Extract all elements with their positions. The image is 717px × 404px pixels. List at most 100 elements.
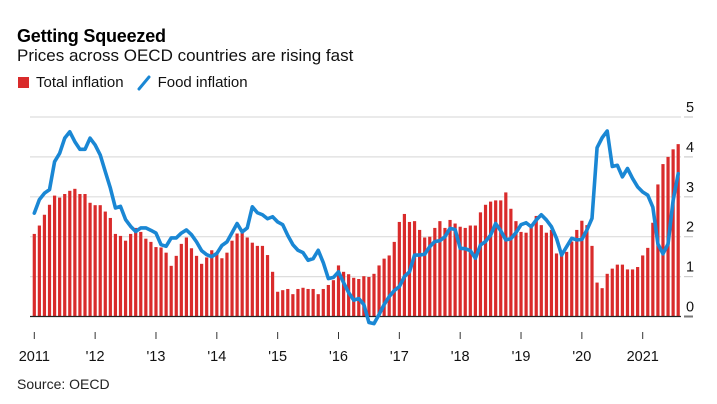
bar-total-inflation [52, 195, 57, 317]
bar-total-inflation [565, 251, 569, 317]
bar-total-inflation [235, 233, 239, 317]
bar-total-inflation [179, 243, 183, 317]
bar-total-inflation [463, 227, 467, 317]
bar-total-inflation [676, 144, 680, 317]
bar-total-inflation [473, 225, 477, 317]
bar-total-inflation [519, 231, 523, 317]
x-tick-label: '17 [390, 349, 409, 365]
bar-total-inflation [387, 255, 391, 317]
bar-total-inflation [240, 232, 244, 317]
bar-total-inflation [220, 258, 224, 317]
bar-total-inflation [458, 226, 462, 317]
legend-label-total: Total inflation [36, 74, 124, 91]
bar-total-inflation [524, 232, 528, 317]
bar-total-inflation [296, 288, 300, 317]
bar-total-inflation [600, 288, 604, 317]
bar-total-inflation [306, 288, 310, 317]
bar-total-inflation [113, 233, 118, 317]
bar-total-inflation [123, 240, 128, 317]
x-axis: 2011 '12 '13 '14 '15 '16 '17 '18 '19 '20 2021 [19, 332, 659, 365]
bar-total-inflation [189, 248, 194, 317]
bar-total-inflation [570, 241, 574, 317]
bar-total-inflation [610, 268, 614, 317]
bar-total-inflation [321, 288, 325, 317]
bar-total-inflation [265, 255, 270, 317]
bar-total-inflation [301, 287, 305, 317]
legend-label-food: Food inflation [157, 74, 248, 91]
bar-total-inflation [200, 263, 204, 317]
bar-total-inflation [539, 225, 543, 317]
bar-total-inflation [549, 229, 554, 317]
bar-total-inflation [103, 211, 107, 317]
bar-total-inflation [433, 227, 437, 317]
legend-item-food-inflation: Food inflation [124, 74, 248, 91]
bar-total-inflation [88, 202, 92, 317]
bar-total-inflation [625, 269, 630, 317]
bar-total-inflation [118, 235, 123, 317]
bar-total-inflation [174, 255, 178, 317]
bar-total-inflation [392, 241, 396, 317]
x-tick-label: '12 [86, 349, 105, 365]
bar-total-inflation [58, 197, 62, 317]
bar-total-inflation [291, 294, 295, 317]
y-tick-label: 0 [686, 300, 694, 316]
bar-total-inflation [341, 271, 346, 317]
bar-total-inflation [514, 221, 518, 317]
line-food-inflation [32, 129, 680, 326]
y-tick-label: 2 [686, 220, 694, 236]
x-tick-label: 2021 [627, 349, 659, 365]
bar-total-inflation [149, 241, 153, 317]
bar-total-inflation [438, 221, 442, 317]
bar-total-inflation [595, 282, 599, 317]
chart-title: Getting Squeezed [17, 26, 166, 46]
bar-total-inflation [646, 247, 650, 317]
bar-total-inflation [154, 247, 158, 317]
bar-total-inflation [620, 264, 625, 317]
bar-total-inflation [184, 237, 188, 317]
bar-total-inflation [215, 252, 219, 317]
bar-total-inflation [139, 231, 143, 317]
bar-total-inflation [534, 215, 538, 317]
bar-total-inflation [651, 222, 655, 317]
bar-total-inflation [73, 188, 77, 317]
bar-total-inflation [93, 205, 97, 317]
bar-total-inflation [585, 225, 589, 317]
bar-total-inflation [630, 269, 635, 317]
x-tick-label: 2011 [19, 349, 50, 365]
bar-total-inflation [671, 149, 675, 317]
bar-total-inflation [636, 267, 640, 317]
bar-total-inflation [402, 213, 407, 317]
bar-total-inflation [605, 273, 609, 317]
food-inflation-line [32, 129, 680, 326]
bar-total-inflation [286, 288, 290, 317]
bar-total-inflation [544, 232, 548, 317]
y-tick-label: 1 [686, 260, 694, 276]
bars-total-inflation [32, 144, 680, 317]
bar-total-inflation [255, 245, 259, 317]
bar-total-inflation [144, 238, 148, 317]
legend: Total inflation Food inflation [18, 74, 248, 91]
bar-total-inflation [382, 258, 386, 317]
bar-total-inflation [98, 205, 102, 317]
bar-total-inflation [164, 252, 168, 317]
bar-total-inflation [453, 223, 457, 317]
bar-total-inflation [509, 208, 513, 317]
bar-total-inflation [63, 194, 67, 317]
bar-total-inflation [554, 253, 559, 317]
bar-total-inflation [134, 227, 138, 317]
bar-total-inflation [47, 204, 52, 317]
y-axis: 0 1 2 3 4 5 [684, 100, 694, 318]
chart-subtitle: Prices across OECD countries are rising … [17, 46, 354, 65]
bar-total-inflation [397, 221, 401, 317]
bar-total-inflation [336, 265, 341, 317]
bar-total-inflation [276, 291, 280, 317]
bar-total-inflation [641, 255, 645, 317]
bar-total-inflation [316, 294, 320, 317]
bar-total-inflation [478, 212, 483, 317]
bar-total-inflation [225, 252, 229, 317]
bar-total-inflation [260, 245, 265, 317]
bar-total-inflation [230, 240, 234, 317]
bar-total-inflation [37, 225, 41, 317]
bar-total-inflation [32, 233, 36, 317]
